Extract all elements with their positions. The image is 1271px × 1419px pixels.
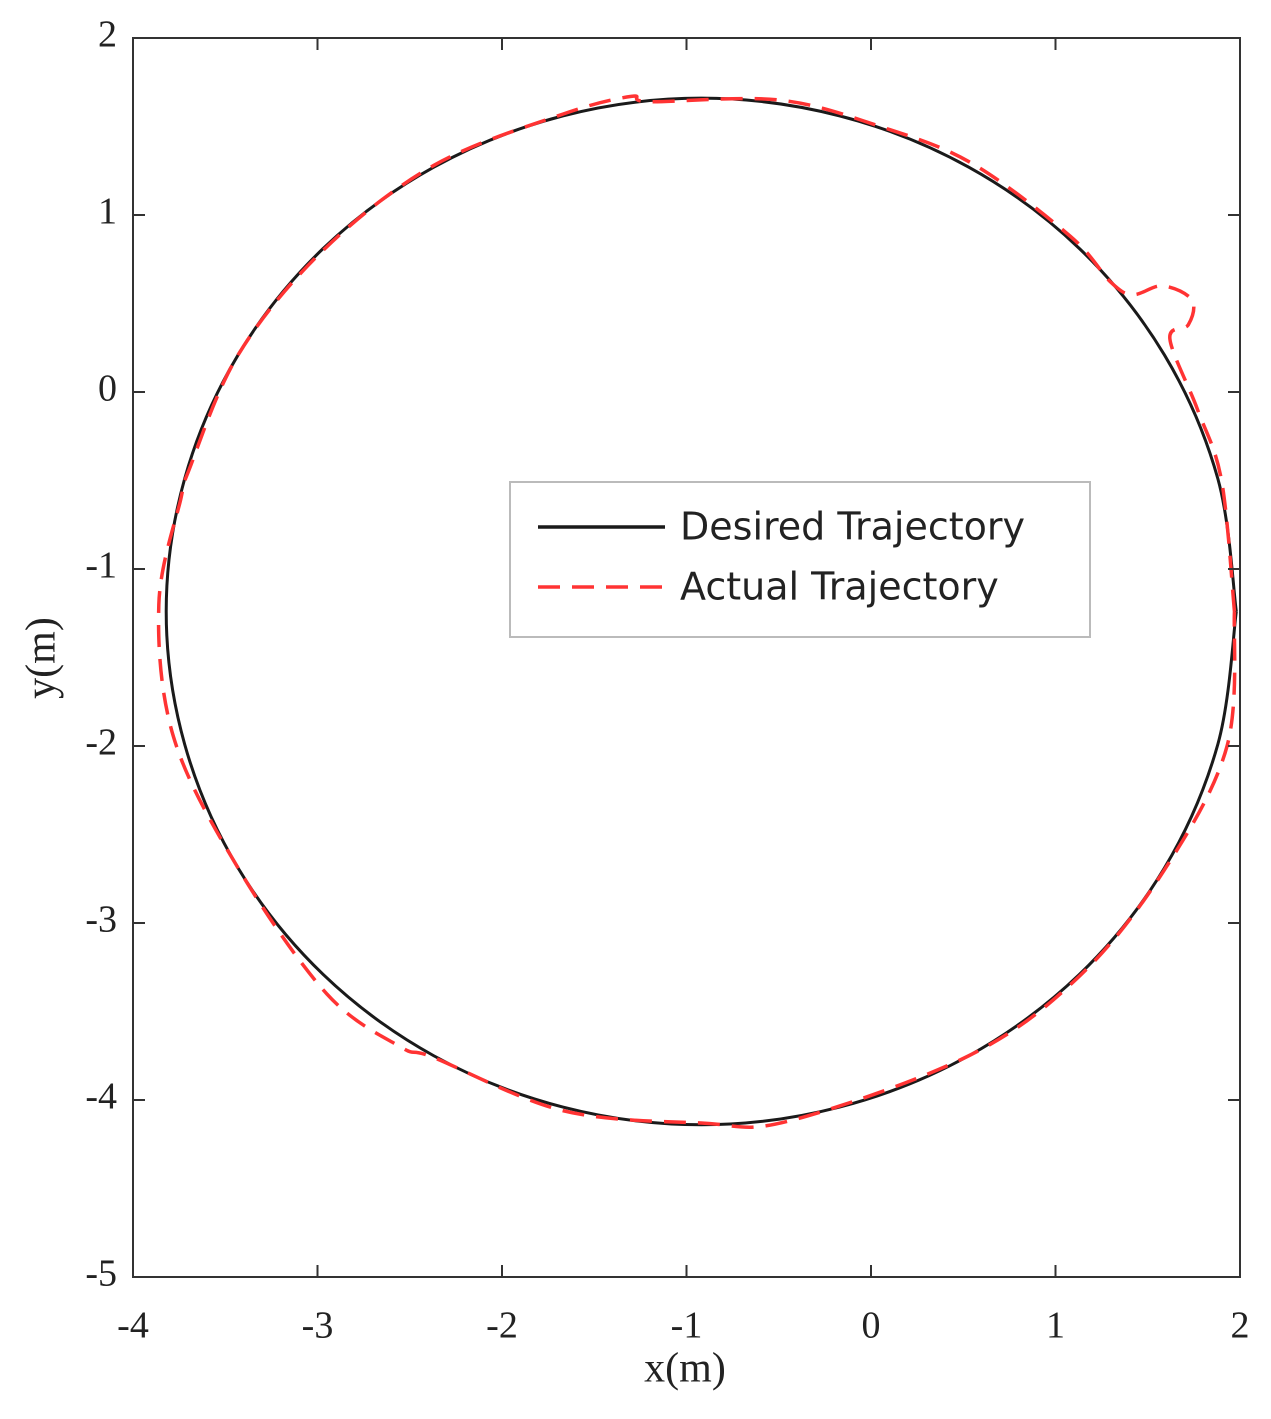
legend-box — [509, 481, 1091, 638]
trajectory-line — [156, 94, 1237, 1129]
y-tick-label: -5 — [85, 1253, 117, 1295]
y-tick-label: 1 — [98, 191, 117, 233]
x-tick-label: 1 — [1046, 1305, 1065, 1347]
y-tick-label: -2 — [85, 722, 117, 764]
x-tick-label: 2 — [1231, 1305, 1250, 1347]
legend-label: Actual Trajectory — [680, 565, 999, 609]
y-axis-label: y(m) — [19, 617, 65, 699]
y-tick-label: 2 — [98, 14, 117, 56]
x-tick-label: -1 — [671, 1305, 703, 1347]
curves — [156, 94, 1238, 1129]
y-tick-label: -1 — [85, 545, 117, 587]
x-tick-label: -3 — [302, 1305, 334, 1347]
x-axis-label: x(m) — [644, 1346, 726, 1392]
x-tick-label: 0 — [862, 1305, 881, 1347]
x-tick-label: -2 — [486, 1305, 518, 1347]
x-tick-label: -4 — [117, 1305, 149, 1347]
y-tick-label: -4 — [85, 1076, 117, 1118]
y-tick-label: -3 — [85, 899, 117, 941]
legend-label: Desired Trajectory — [680, 505, 1025, 549]
y-tick-label: 0 — [98, 368, 117, 410]
